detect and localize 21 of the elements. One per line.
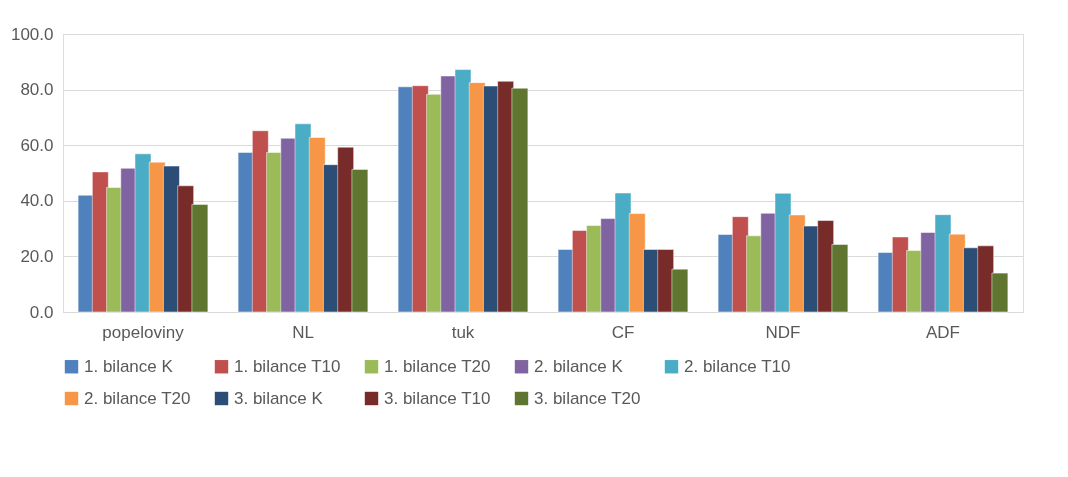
- x-tick-label: popeloviny: [102, 322, 185, 342]
- x-tick-label: CF: [611, 322, 635, 342]
- y-tick-label: 60.0: [20, 135, 54, 155]
- legend-label: 2. bilance K: [534, 356, 624, 376]
- legend-label: 3. bilance T20: [534, 388, 641, 408]
- y-tick-label: 40.0: [20, 191, 54, 211]
- legend-label: 2. bilance T20: [84, 388, 191, 408]
- legend-label: 1. bilance T10: [234, 356, 341, 376]
- legend-label: 1. bilance K: [84, 356, 174, 376]
- y-tick-label: 0.0: [29, 302, 54, 322]
- x-tick-label: tuk: [451, 322, 475, 342]
- y-tick-label: 100.0: [10, 24, 54, 44]
- x-tick-label: ADF: [926, 322, 960, 342]
- y-tick-label: 20.0: [20, 246, 54, 266]
- y-tick-label: 80.0: [20, 80, 54, 100]
- legend-label: 1. bilance T20: [384, 356, 491, 376]
- legend-label: 3. bilance T10: [384, 388, 491, 408]
- x-tick-label: NDF: [765, 322, 801, 342]
- legend-label: 3. bilance K: [234, 388, 324, 408]
- legend-label: 2. bilance T10: [684, 356, 791, 376]
- x-tick-label: NL: [292, 322, 314, 342]
